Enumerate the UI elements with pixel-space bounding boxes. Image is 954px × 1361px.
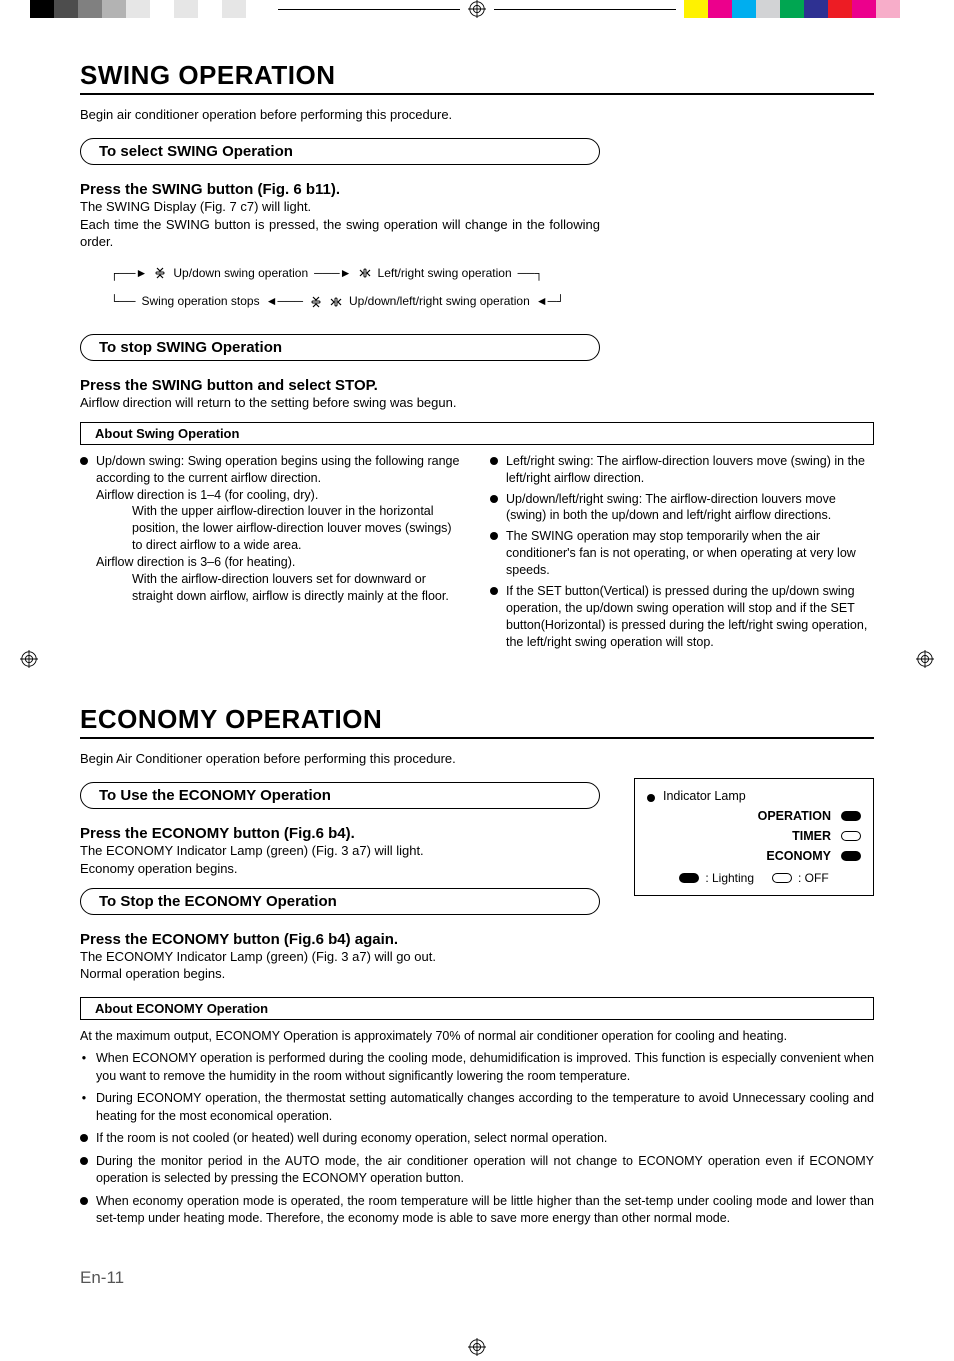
lamp-on-icon — [679, 873, 699, 883]
registration-mark-left — [20, 650, 38, 668]
dash-marker: • — [80, 1090, 88, 1125]
right-b2: Up/down/left/right swing: The airflow-di… — [506, 491, 874, 525]
about-item: At the maximum output, ECONOMY Operation… — [80, 1028, 874, 1046]
swing-right-col: Left/right swing: The airflow-direction … — [490, 453, 874, 655]
bullet-icon — [80, 1157, 88, 1165]
about-swing-header: About Swing Operation — [80, 422, 874, 445]
bullet-icon — [490, 457, 498, 465]
about-item-text: When ECONOMY operation is performed duri… — [96, 1050, 874, 1085]
left-l2d: With the airflow-direction louvers set f… — [132, 571, 464, 605]
press-economy-heading: Press the ECONOMY button (Fig.6 b4). — [80, 825, 610, 842]
registration-mark-top — [468, 0, 486, 18]
bullet-icon — [490, 532, 498, 540]
right-b4: If the SET button(Vertical) is pressed d… — [506, 583, 874, 651]
left-l1d: With the upper airflow-direction louver … — [132, 503, 464, 554]
about-item: During the monitor period in the AUTO mo… — [80, 1153, 874, 1188]
about-item: •During ECONOMY operation, the thermosta… — [80, 1090, 874, 1125]
indicator-label: OPERATION — [647, 809, 831, 823]
indicator-row: OPERATION — [647, 809, 861, 823]
bullet-icon — [80, 1197, 88, 1205]
swing-flow-diagram: ┌──► Up/down swing operation ───► Left/r… — [110, 259, 874, 317]
swing-intro: Begin air conditioner operation before p… — [80, 107, 874, 122]
each-time-text: Each time the SWING button is pressed, t… — [80, 216, 600, 251]
lamp-off-icon — [841, 831, 861, 841]
indicator-lamp-box: Indicator Lamp OPERATION TIMER ECONOMY : L… — [634, 778, 874, 896]
use-text2: Economy operation begins. — [80, 860, 610, 878]
updown-swing-icon — [153, 259, 167, 288]
indicator-row: ECONOMY — [647, 849, 861, 863]
swing-two-col: Up/down swing: Swing operation begins us… — [80, 453, 874, 655]
dash-marker: • — [80, 1050, 88, 1085]
swing-left-col: Up/down swing: Swing operation begins us… — [80, 453, 464, 655]
lamp-on-icon — [841, 811, 861, 821]
flow-leftright-label: Left/right swing operation — [378, 259, 512, 288]
registration-mark-bottom — [0, 1338, 954, 1361]
left-b1: Up/down swing: Swing operation begins us… — [96, 453, 464, 487]
left-l2: Airflow direction is 3–6 (for heating). — [96, 554, 464, 571]
bullet-icon — [80, 1134, 88, 1142]
leftright-swing-icon — [358, 259, 372, 288]
legend-on: : Lighting — [705, 871, 754, 885]
indicator-title: Indicator Lamp — [663, 789, 746, 803]
page-content: SWING OPERATION Begin air conditioner op… — [0, 0, 954, 1328]
press-economy-stop-heading: Press the ECONOMY button (Fig.6 b4) agai… — [80, 931, 610, 948]
leftright-swing-icon-2 — [329, 287, 343, 316]
about-economy-header: About ECONOMY Operation — [80, 997, 874, 1020]
lamp-on-icon — [841, 851, 861, 861]
swing-title: SWING OPERATION — [80, 60, 874, 95]
registration-mark-right — [916, 650, 934, 668]
swing-display-text: The SWING Display (Fig. 7 c7) will light… — [80, 198, 874, 216]
lamp-off-icon — [772, 873, 792, 883]
stop-economy-header: To Stop the ECONOMY Operation — [80, 888, 600, 915]
select-swing-header: To select SWING Operation — [80, 138, 600, 165]
bullet-icon — [490, 495, 498, 503]
crop-marks-top — [0, 0, 954, 18]
color-bar-left — [30, 0, 270, 18]
indicator-row: TIMER — [647, 829, 861, 843]
press-swing-heading: Press the SWING button (Fig. 6 b11). — [80, 181, 874, 198]
about-item: If the room is not cooled (or heated) we… — [80, 1130, 874, 1148]
right-b1: Left/right swing: The airflow-direction … — [506, 453, 874, 487]
use-text1: The ECONOMY Indicator Lamp (green) (Fig.… — [80, 842, 610, 860]
about-item-text: During the monitor period in the AUTO mo… — [96, 1153, 874, 1188]
stop-text2: Normal operation begins. — [80, 965, 610, 983]
about-economy-list: At the maximum output, ECONOMY Operation… — [80, 1028, 874, 1228]
updown-swing-icon-2 — [309, 287, 323, 316]
indicator-label: ECONOMY — [647, 849, 831, 863]
use-economy-header: To Use the ECONOMY Operation — [80, 782, 600, 809]
stop-text1: The ECONOMY Indicator Lamp (green) (Fig.… — [80, 948, 610, 966]
right-b3: The SWING operation may stop temporarily… — [506, 528, 874, 579]
about-item-text: When economy operation mode is operated,… — [96, 1193, 874, 1228]
left-l1: Airflow direction is 1–4 (for cooling, d… — [96, 487, 464, 504]
bullet-icon — [80, 457, 88, 465]
flow-updown-label: Up/down swing operation — [173, 259, 308, 288]
page-number: En-11 — [80, 1268, 874, 1288]
economy-intro: Begin Air Conditioner operation before p… — [80, 751, 874, 766]
legend-off: : OFF — [798, 871, 829, 885]
economy-title: ECONOMY OPERATION — [80, 704, 874, 739]
indicator-label: TIMER — [647, 829, 831, 843]
bullet-icon — [490, 587, 498, 595]
bullet-icon — [647, 794, 655, 802]
stop-swing-header: To stop SWING Operation — [80, 334, 600, 361]
about-item: •When ECONOMY operation is performed dur… — [80, 1050, 874, 1085]
flow-all-label: Up/down/left/right swing operation — [349, 287, 530, 316]
about-item-text: If the room is not cooled (or heated) we… — [96, 1130, 874, 1148]
stop-text: Airflow direction will return to the set… — [80, 394, 874, 412]
flow-stops-label: Swing operation stops — [142, 287, 260, 316]
about-item: When economy operation mode is operated,… — [80, 1193, 874, 1228]
about-item-text: At the maximum output, ECONOMY Operation… — [80, 1028, 874, 1046]
color-bar-right — [684, 0, 924, 18]
press-stop-heading: Press the SWING button and select STOP. — [80, 377, 874, 394]
about-item-text: During ECONOMY operation, the thermostat… — [96, 1090, 874, 1125]
